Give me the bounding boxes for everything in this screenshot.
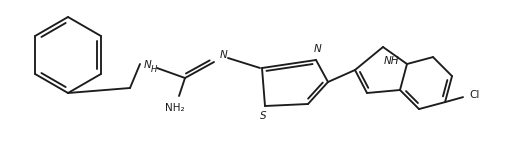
Text: Cl: Cl [470, 90, 480, 100]
Text: H: H [151, 64, 157, 74]
Text: S: S [260, 111, 266, 121]
Text: N: N [220, 50, 228, 60]
Text: NH₂: NH₂ [165, 103, 185, 113]
Text: NH: NH [383, 56, 399, 66]
Text: N: N [144, 60, 152, 70]
Text: N: N [314, 44, 322, 54]
